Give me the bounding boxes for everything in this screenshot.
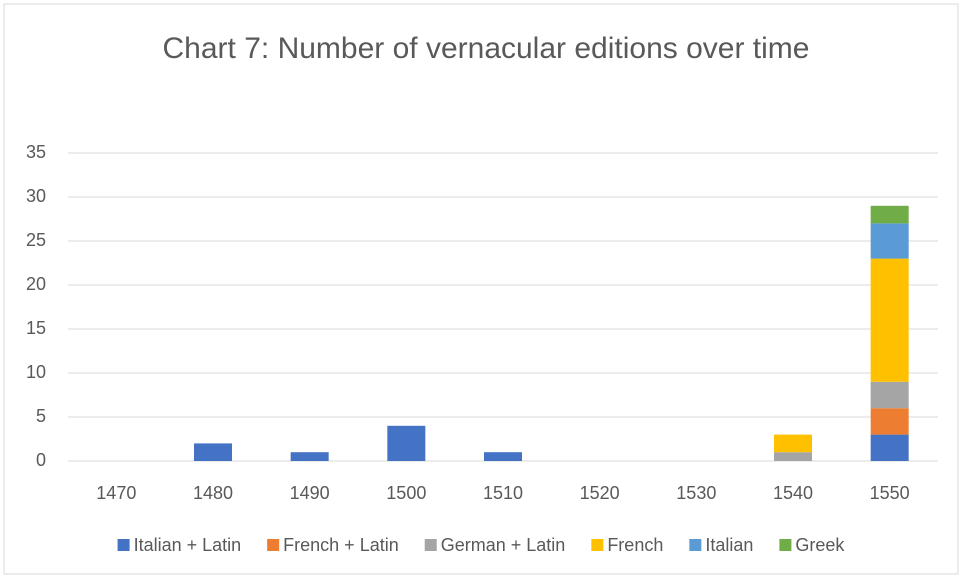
y-tick-label: 0: [36, 450, 46, 470]
y-tick-label: 15: [26, 318, 46, 338]
chart-border: [3, 3, 959, 575]
x-tick-label: 1520: [580, 483, 620, 503]
legend-swatch: [117, 539, 130, 551]
x-tick-label: 1510: [483, 483, 523, 503]
legend-swatch: [424, 539, 437, 551]
legend-label: Greek: [795, 535, 845, 555]
x-tick-label: 1530: [676, 483, 716, 503]
legend-swatch: [591, 539, 604, 551]
legend-label: French: [607, 535, 663, 555]
x-tick-label: 1470: [96, 483, 136, 503]
legend-swatch: [689, 539, 702, 551]
bar-segment: [194, 443, 232, 461]
legend-swatch: [779, 539, 792, 551]
bar-segment: [387, 425, 426, 461]
y-tick-label: 20: [26, 274, 46, 294]
y-tick-label: 35: [26, 142, 46, 162]
legend-label: French + Latin: [283, 535, 399, 555]
bar-segment: [774, 452, 812, 461]
bar-segment: [870, 223, 909, 259]
bar-segment: [870, 408, 909, 435]
x-tick-label: 1540: [773, 483, 813, 503]
x-tick-label: 1490: [290, 483, 330, 503]
chart-title: Chart 7: Number of vernacular editions o…: [163, 32, 810, 65]
y-tick-label: 30: [26, 186, 46, 206]
legend-label: German + Latin: [441, 535, 566, 555]
bar-segment: [870, 381, 909, 409]
bar-segment: [484, 452, 522, 461]
y-tick-label: 25: [26, 230, 46, 250]
bar-segment: [870, 434, 909, 461]
legend-label: Italian: [705, 535, 753, 555]
x-tick-label: 1500: [386, 483, 426, 503]
bar-segment: [870, 205, 909, 224]
y-tick-label: 10: [26, 362, 46, 382]
y-tick-label: 5: [36, 406, 46, 426]
x-tick-label: 1480: [193, 483, 233, 503]
bar-segment: [870, 258, 909, 382]
bar-segment: [290, 452, 329, 461]
legend-swatch: [267, 539, 280, 551]
x-tick-label: 1550: [870, 483, 910, 503]
legend-label: Italian + Latin: [134, 535, 242, 555]
bar-segment: [774, 434, 812, 453]
